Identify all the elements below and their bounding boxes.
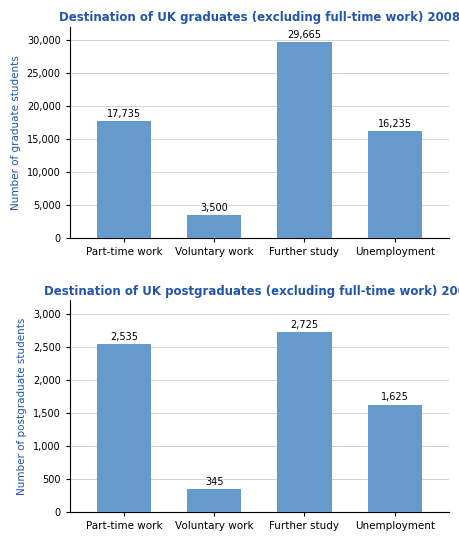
Text: 345: 345: [204, 477, 223, 487]
Bar: [277, 332, 331, 512]
Text: 17,735: 17,735: [106, 108, 140, 119]
Text: 1,625: 1,625: [380, 392, 408, 402]
Y-axis label: Number of postgraduate students: Number of postgraduate students: [17, 318, 27, 495]
Bar: [367, 404, 421, 512]
Y-axis label: Number of graduate students: Number of graduate students: [11, 55, 21, 210]
Bar: [187, 215, 241, 238]
Title: Destination of UK graduates (excluding full-time work) 2008: Destination of UK graduates (excluding f…: [59, 11, 459, 24]
Bar: [187, 489, 241, 512]
Bar: [96, 121, 151, 238]
Bar: [367, 131, 421, 238]
Text: 29,665: 29,665: [287, 30, 321, 40]
Text: 16,235: 16,235: [377, 119, 411, 128]
Text: 2,535: 2,535: [110, 332, 138, 342]
Text: 3,500: 3,500: [200, 203, 228, 212]
Bar: [277, 42, 331, 238]
Title: Destination of UK postgraduates (excluding full-time work) 2008: Destination of UK postgraduates (excludi…: [44, 285, 459, 298]
Text: 2,725: 2,725: [290, 320, 318, 330]
Bar: [96, 344, 151, 512]
